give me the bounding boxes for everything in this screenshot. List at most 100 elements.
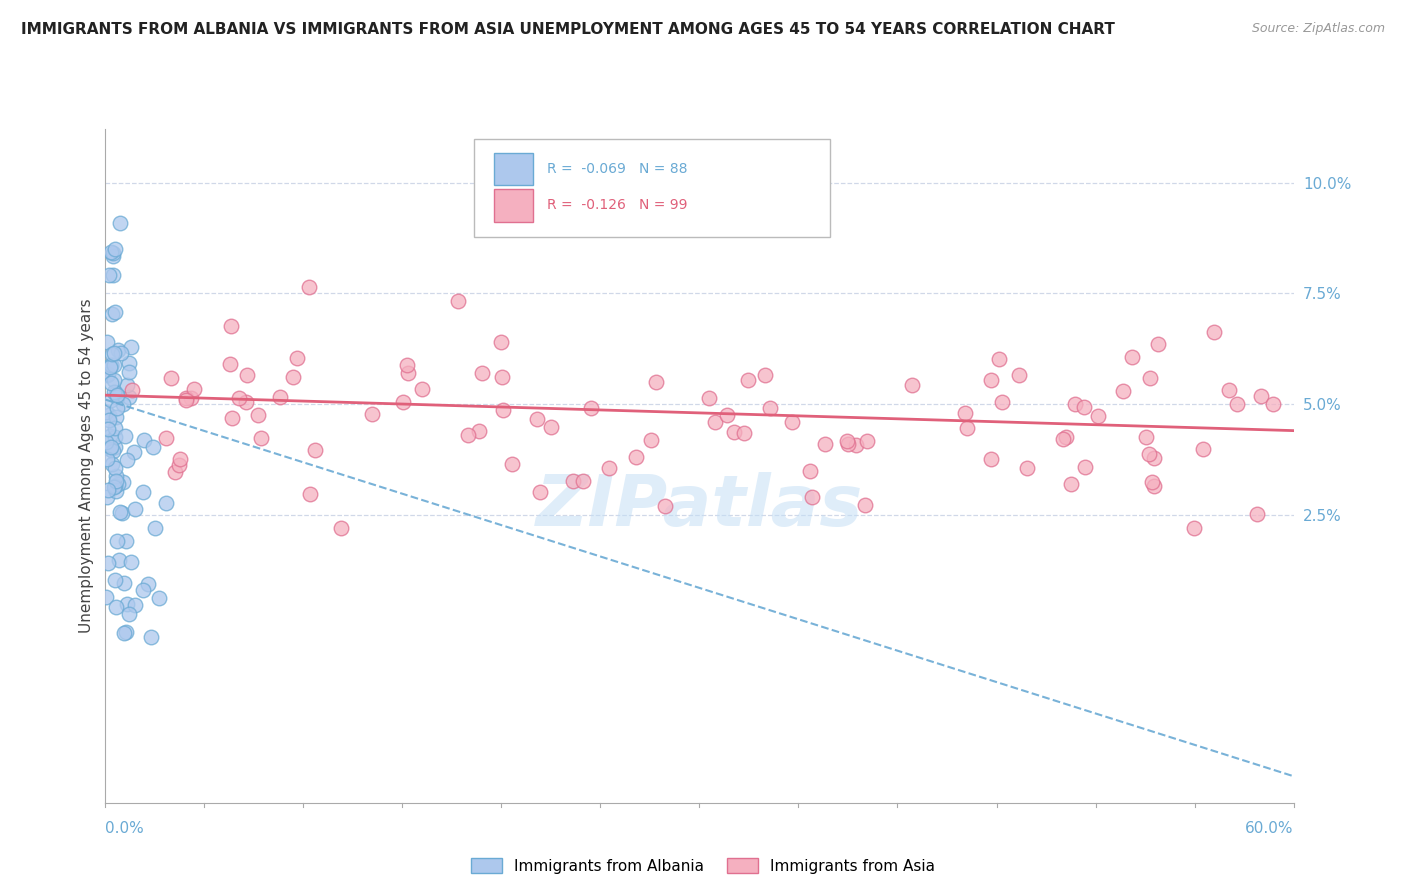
Point	[100, 245, 122, 260]
Point	[112, 626, 135, 640]
Point	[235, 395, 257, 409]
Point	[697, 392, 720, 406]
Point	[501, 458, 523, 472]
Point	[737, 373, 759, 387]
Point	[1184, 521, 1206, 535]
Point	[100, 307, 122, 321]
Point	[105, 410, 128, 425]
Point	[117, 597, 139, 611]
Point	[167, 458, 190, 472]
Point	[395, 358, 418, 372]
Point	[118, 607, 141, 621]
Point	[955, 406, 977, 420]
Point	[716, 408, 738, 422]
Point	[148, 591, 170, 606]
Point	[104, 420, 127, 434]
Point	[247, 408, 270, 422]
Point	[112, 475, 135, 489]
Point	[97, 367, 120, 381]
Point	[269, 390, 291, 404]
Point	[97, 413, 120, 427]
Point	[228, 392, 250, 406]
Point	[1121, 351, 1143, 365]
Point	[540, 420, 562, 434]
Point	[759, 401, 782, 416]
Point	[579, 401, 602, 416]
Point	[97, 422, 120, 436]
Point	[990, 394, 1012, 409]
Point	[120, 340, 142, 354]
Point	[856, 434, 879, 448]
Point	[100, 429, 122, 443]
Point	[96, 334, 118, 349]
Point	[114, 533, 136, 548]
Point	[96, 368, 118, 382]
Point	[1139, 371, 1161, 385]
Point	[780, 415, 803, 429]
Point	[1059, 477, 1081, 491]
Point	[104, 242, 127, 256]
Point	[117, 356, 139, 370]
Point	[105, 391, 128, 405]
Point	[96, 405, 118, 419]
Point	[104, 461, 127, 475]
Point	[121, 383, 143, 397]
Point	[814, 437, 837, 451]
Point	[1143, 450, 1166, 465]
Point	[96, 452, 118, 467]
Point	[396, 366, 419, 380]
Point	[845, 438, 868, 452]
Point	[169, 452, 191, 467]
Point	[1191, 442, 1213, 456]
Point	[174, 391, 197, 405]
Text: IMMIGRANTS FROM ALBANIA VS IMMIGRANTS FROM ASIA UNEMPLOYMENT AMONG AGES 45 TO 54: IMMIGRANTS FROM ALBANIA VS IMMIGRANTS FR…	[21, 22, 1115, 37]
Point	[142, 440, 165, 454]
Point	[108, 553, 131, 567]
Point	[96, 590, 118, 604]
Point	[1261, 397, 1284, 411]
Point	[1054, 430, 1077, 444]
Point	[124, 599, 146, 613]
Point	[143, 521, 166, 535]
Point	[118, 390, 141, 404]
Point	[489, 335, 512, 350]
Point	[159, 371, 181, 385]
Point	[107, 476, 129, 491]
Point	[98, 442, 121, 456]
Point	[104, 441, 127, 455]
Point	[101, 444, 124, 458]
Point	[1073, 401, 1095, 415]
Point	[1087, 409, 1109, 424]
Point	[100, 376, 122, 391]
Point	[411, 382, 433, 396]
Point	[285, 351, 308, 365]
Point	[104, 430, 127, 444]
Point	[103, 373, 125, 387]
Point	[98, 409, 121, 423]
Point	[104, 573, 127, 587]
Point	[104, 469, 127, 483]
Point	[754, 368, 776, 382]
Point	[801, 491, 824, 505]
Text: 60.0%: 60.0%	[1246, 821, 1294, 836]
Point	[124, 502, 146, 516]
Point	[114, 625, 136, 640]
Point	[115, 378, 138, 392]
Point	[132, 485, 155, 500]
Point	[103, 346, 125, 360]
Point	[111, 397, 134, 411]
Point	[529, 484, 551, 499]
Point	[132, 434, 155, 448]
Point	[1246, 507, 1268, 521]
Point	[1226, 397, 1249, 411]
Text: Source: ZipAtlas.com: Source: ZipAtlas.com	[1251, 22, 1385, 36]
Point	[703, 415, 725, 429]
Point	[561, 474, 583, 488]
Point	[491, 369, 513, 384]
Point	[467, 424, 489, 438]
Point	[155, 495, 177, 509]
Point	[1137, 447, 1160, 461]
Point	[250, 431, 273, 445]
Point	[298, 279, 321, 293]
Point	[110, 346, 132, 360]
